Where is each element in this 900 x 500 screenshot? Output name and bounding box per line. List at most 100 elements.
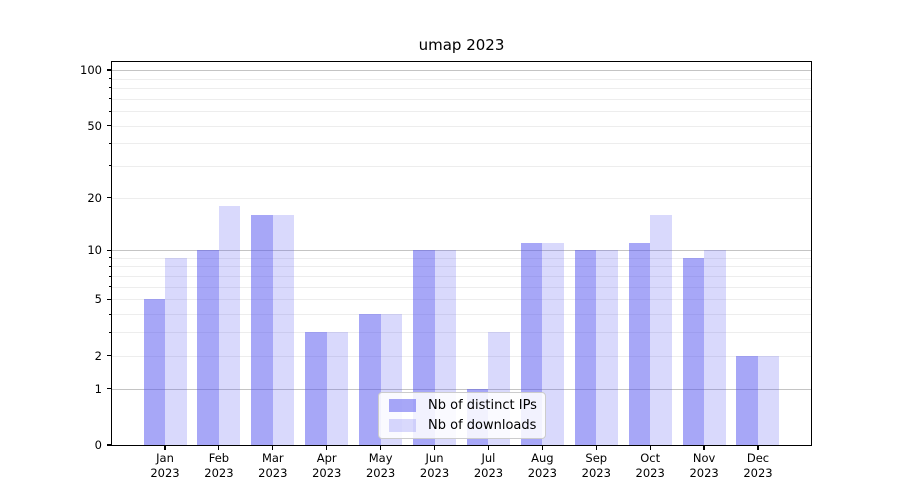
bar-ips-feb xyxy=(197,250,219,445)
y-tick xyxy=(107,444,112,446)
gridline-minor xyxy=(112,355,811,357)
gridline-minor xyxy=(112,266,811,268)
x-tick-label-aug: Aug 2023 xyxy=(512,451,572,481)
y-tick-label: 0 xyxy=(94,438,102,452)
x-tick-label-oct: Oct 2023 xyxy=(620,451,680,481)
gridline-minor xyxy=(112,165,811,167)
x-tick xyxy=(433,445,436,450)
y-minor-tick xyxy=(109,257,112,259)
gridline-major xyxy=(112,388,811,390)
y-minor-tick xyxy=(109,313,112,315)
x-tick xyxy=(487,445,490,450)
legend-label-downloads: Nb of downloads xyxy=(428,418,537,433)
bar-ips-sep xyxy=(574,250,597,445)
y-tick-label: 2 xyxy=(94,348,102,363)
y-tick-label: 5 xyxy=(94,292,102,307)
bar-downloads-feb xyxy=(218,205,241,445)
x-tick-year: 2023 xyxy=(689,466,719,480)
gridline-minor xyxy=(112,78,811,80)
bar-ips-mar xyxy=(251,214,273,445)
x-tick-year: 2023 xyxy=(473,466,504,480)
x-tick-year: 2023 xyxy=(581,466,611,480)
gridline-minor xyxy=(112,111,811,112)
y-tick-label: 20 xyxy=(87,190,102,205)
bar-downloads-mar xyxy=(272,214,295,445)
gridline-major xyxy=(112,70,811,72)
gridline-minor xyxy=(112,257,811,259)
x-tick-year: 2023 xyxy=(365,466,396,480)
x-tick-label-feb: Feb 2023 xyxy=(189,451,249,481)
y-minor-tick xyxy=(109,298,112,300)
bar-ips-oct xyxy=(628,243,651,445)
y-minor-tick xyxy=(109,98,112,100)
x-tick-year: 2023 xyxy=(743,466,773,480)
x-tick-label-jun: Jun 2023 xyxy=(405,451,465,481)
legend: Nb of distinct IPs Nb of downloads xyxy=(378,392,546,439)
y-tick-label: 100 xyxy=(80,63,102,78)
legend-item-downloads: Nb of downloads xyxy=(389,418,545,433)
gridline-minor xyxy=(112,98,811,100)
legend-item-distinct-ips: Nb of distinct IPs xyxy=(389,398,545,413)
bar-ips-apr xyxy=(305,332,327,445)
bar-downloads-nov xyxy=(704,250,726,445)
x-tick-label-jul: Jul 2023 xyxy=(458,451,518,481)
bar-downloads-oct xyxy=(650,214,672,445)
gridline-minor xyxy=(112,125,811,127)
gridline-minor xyxy=(112,332,811,334)
y-tick-label: 50 xyxy=(87,118,102,133)
bar-ips-dec xyxy=(736,355,758,445)
bar-downloads-dec xyxy=(757,355,780,445)
y-minor-tick xyxy=(109,142,112,144)
x-tick-year: 2023 xyxy=(312,466,342,480)
x-tick-year: 2023 xyxy=(527,466,557,480)
x-tick-label-dec: Dec 2023 xyxy=(728,451,788,481)
x-tick-label-sep: Sep 2023 xyxy=(566,451,626,481)
y-tick xyxy=(107,69,112,71)
legend-label-distinct-ips: Nb of distinct IPs xyxy=(428,398,537,413)
x-tick xyxy=(757,445,759,450)
y-tick xyxy=(107,249,112,251)
x-tick xyxy=(218,445,220,450)
x-tick xyxy=(595,445,597,450)
y-minor-tick xyxy=(109,110,112,112)
bar-downloads-aug xyxy=(542,243,564,445)
chart-title: umap 2023 xyxy=(418,36,505,54)
y-minor-tick xyxy=(109,87,112,89)
bar-ips-jan xyxy=(143,299,165,445)
x-tick-year: 2023 xyxy=(204,466,234,480)
gridline-minor xyxy=(112,314,811,316)
x-tick-year: 2023 xyxy=(258,466,288,480)
x-tick xyxy=(380,445,382,450)
x-tick xyxy=(541,445,543,450)
x-tick-year: 2023 xyxy=(419,466,450,480)
legend-swatch-distinct-ips xyxy=(389,399,416,412)
y-minor-tick xyxy=(109,125,112,127)
x-tick xyxy=(649,445,651,450)
x-tick xyxy=(272,445,274,450)
gridline-minor xyxy=(112,143,811,145)
y-minor-tick xyxy=(109,197,112,199)
bar-downloads-jan xyxy=(165,257,187,445)
gridline-minor xyxy=(112,299,811,301)
y-minor-tick xyxy=(109,355,112,357)
bar-downloads-apr xyxy=(326,332,349,445)
y-tick xyxy=(107,388,112,390)
gridline-major xyxy=(112,250,811,252)
x-tick-year: 2023 xyxy=(635,466,665,480)
y-minor-tick xyxy=(109,331,112,333)
bar-ips-nov xyxy=(682,257,705,445)
gridline-minor xyxy=(112,197,811,199)
gridline-minor xyxy=(112,276,811,278)
x-tick-label-mar: Mar 2023 xyxy=(243,451,303,481)
y-minor-tick xyxy=(109,265,112,267)
y-tick-label: 10 xyxy=(87,243,102,258)
y-tick-label: 1 xyxy=(94,381,102,396)
y-minor-tick xyxy=(109,78,112,79)
x-tick xyxy=(164,445,166,450)
x-tick-label-may: May 2023 xyxy=(351,451,411,481)
x-tick xyxy=(326,445,328,450)
y-minor-tick xyxy=(109,275,112,277)
x-tick xyxy=(703,445,705,450)
x-tick-label-jan: Jan 2023 xyxy=(135,451,195,481)
